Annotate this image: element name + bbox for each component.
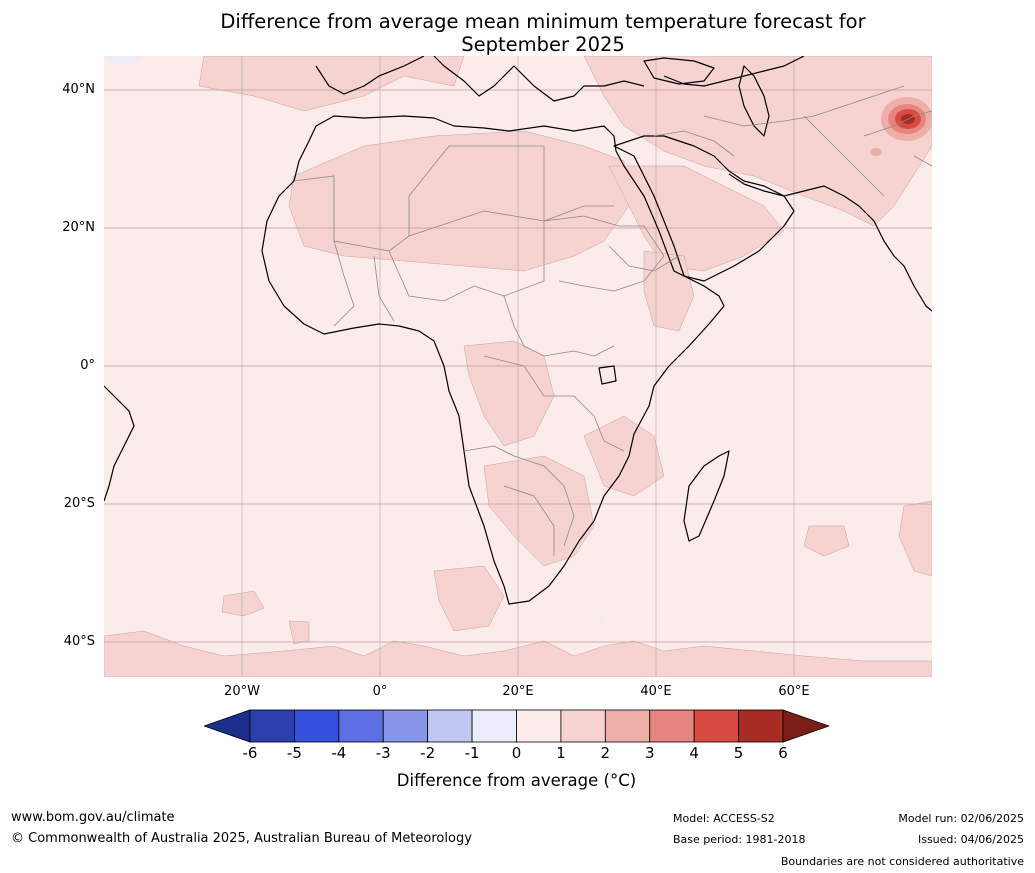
colorbar-tick-label: 1 [556,744,566,762]
colorbar-segment [471,709,517,743]
colorbar-segment [338,709,384,743]
lat-label-20s: 20°S [63,496,95,511]
colorbar-arrow-high [782,709,829,743]
colorbar-tick-label: 3 [644,744,655,762]
lon-label-60e: 60°E [778,684,810,699]
anomaly-band-1-2 [104,56,932,677]
colorbar-segment [382,709,429,743]
footer-copyright: © Commonwealth of Australia 2025, Austra… [11,831,472,846]
chart-title: Difference from average mean minimum tem… [104,10,982,56]
lat-label-40n: 40°N [62,82,95,97]
coastlines [104,56,932,605]
lat-label-20n: 20°N [62,220,95,235]
gulf-coastline [728,173,932,312]
colorbar-tick-label: -1 [464,744,480,762]
lon-label-0: 0° [372,684,388,699]
colorbar-segment [249,709,295,743]
colorbar-segment [649,709,695,743]
graticule-lon [241,56,795,677]
colorbar-segment [738,709,784,743]
colorbar-segment [604,709,651,743]
colorbar-tick-label: 4 [689,744,699,762]
colorbar [204,709,829,743]
country-borders [293,85,932,556]
colorbar-tick-label: 6 [778,744,788,762]
africa-coastline [261,115,725,605]
map-svg [104,56,932,677]
title-line-1: Difference from average mean minimum tem… [220,10,866,33]
footer-disclaimer: Boundaries are not considered authoritat… [780,855,1024,868]
title-line-2: September 2025 [461,33,625,56]
colorbar-tick-label: -3 [375,744,391,762]
arabia-coastline [613,135,795,282]
caspian-coastline [738,65,770,137]
colorbar-arrow-low [204,709,251,743]
lat-label-40s: 40°S [63,634,95,649]
forecast-map [104,56,932,677]
colorbar-label: Difference from average (°C) [396,771,637,790]
blacksea-coastline [643,57,715,85]
colorbar-tick-label: -5 [286,744,302,762]
footer-base-period: Base period: 1981-2018 [673,833,806,846]
south-america-coastline [104,385,135,502]
colorbar-tick-label: -6 [242,744,258,762]
footer-model-run: Model run: 02/06/2025 [898,812,1024,825]
lon-label-20w: 20°W [224,684,260,699]
footer-issued: Issued: 04/06/2025 [917,833,1024,846]
anomaly-band-neg1-0 [106,56,605,625]
lon-label-40e: 40°E [640,684,672,699]
colorbar-tick-label: 2 [600,744,611,762]
colorbar-tick-label: -2 [420,744,436,762]
colorbar-segment [294,709,340,743]
colorbar-tick-label: 5 [733,744,744,762]
europe-coastline [315,56,805,102]
footer-url[interactable]: www.bom.gov.au/climate [11,810,175,825]
colorbar-tick-label: -4 [331,744,347,762]
madagascar-coastline [683,450,730,542]
colorbar-segment [427,709,473,743]
colorbar-tick-label: 0 [511,744,522,762]
colorbar-segment [516,709,562,743]
lake-victoria [598,365,617,385]
lat-label-0: 0° [80,358,95,373]
footer-model: Model: ACCESS-S2 [673,812,775,825]
colorbar-segment [693,709,739,743]
lon-label-20e: 20°E [502,684,534,699]
colorbar-segment [560,709,606,743]
